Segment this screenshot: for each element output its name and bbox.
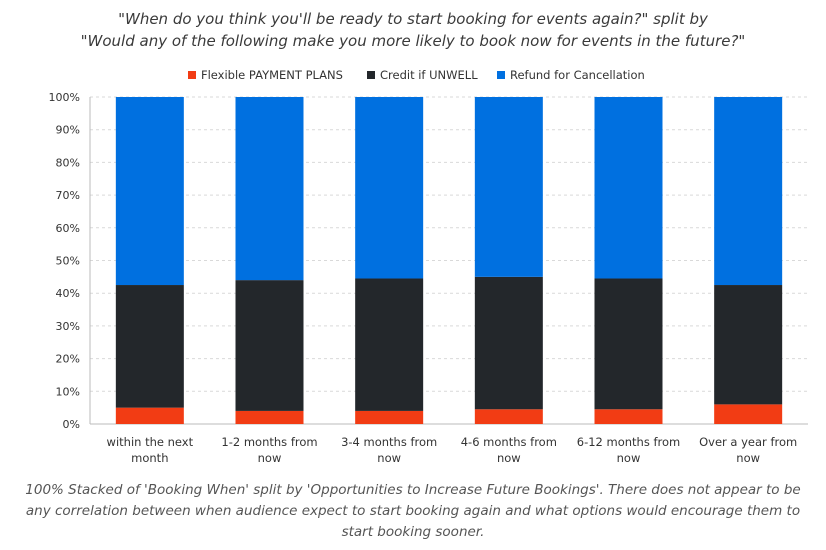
x-tick-label: within the next xyxy=(107,435,194,449)
bar-segment xyxy=(594,278,663,410)
bar-segment xyxy=(474,97,543,277)
x-tick-label: month xyxy=(131,451,168,465)
chart-caption: 100% Stacked of 'Booking When' split by … xyxy=(25,482,801,540)
bar-segment xyxy=(235,97,304,281)
bar-segment xyxy=(594,97,663,279)
x-tick-label: 6-12 months from xyxy=(577,435,681,449)
bar-segment xyxy=(355,97,424,279)
x-tick-label: now xyxy=(258,451,282,465)
bar-segment xyxy=(474,409,543,424)
y-tick-label: 70% xyxy=(56,189,80,202)
bar-segment xyxy=(235,280,304,411)
bar-segment xyxy=(714,285,783,405)
y-tick-label: 20% xyxy=(56,353,80,366)
x-tick-label: now xyxy=(497,451,521,465)
legend-label: Credit if UNWELL xyxy=(380,68,478,82)
bar-segment xyxy=(115,407,184,424)
x-tick-label: 3-4 months from xyxy=(341,435,437,449)
legend-swatch xyxy=(367,71,375,79)
y-tick-label: 90% xyxy=(56,124,80,137)
y-tick-label: 100% xyxy=(49,91,80,104)
bar-segment xyxy=(355,278,424,411)
x-tick-label: now xyxy=(377,451,401,465)
x-tick-label: 4-6 months from xyxy=(461,435,557,449)
x-tick-label: now xyxy=(617,451,641,465)
legend-label: Flexible PAYMENT PLANS xyxy=(201,68,343,82)
y-tick-label: 80% xyxy=(56,156,80,169)
y-tick-label: 10% xyxy=(56,385,80,398)
x-tick-label: Over a year from xyxy=(699,435,797,449)
y-tick-label: 30% xyxy=(56,320,80,333)
bar-segment xyxy=(115,285,184,408)
bar-segment xyxy=(714,404,783,424)
bar-segment xyxy=(474,276,543,410)
bar-segment xyxy=(714,97,783,286)
legend-label: Refund for Cancellation xyxy=(510,68,645,82)
bar-segment xyxy=(235,410,304,424)
bar-segment xyxy=(594,409,663,424)
chart-title: "When do you think you'll be ready to st… xyxy=(0,8,826,52)
bar-segment xyxy=(355,410,424,424)
legend-swatch xyxy=(497,71,505,79)
y-tick-label: 40% xyxy=(56,287,80,300)
x-tick-label: now xyxy=(736,451,760,465)
y-tick-label: 60% xyxy=(56,222,80,235)
chart-title-line-2: "Would any of the following make you mor… xyxy=(80,32,746,50)
x-tick-label: 1-2 months from xyxy=(221,435,317,449)
y-tick-label: 50% xyxy=(56,255,80,268)
y-tick-label: 0% xyxy=(63,418,80,431)
legend-swatch xyxy=(188,71,196,79)
chart-title-line-1: "When do you think you'll be ready to st… xyxy=(118,10,708,28)
bar-segment xyxy=(115,97,184,286)
